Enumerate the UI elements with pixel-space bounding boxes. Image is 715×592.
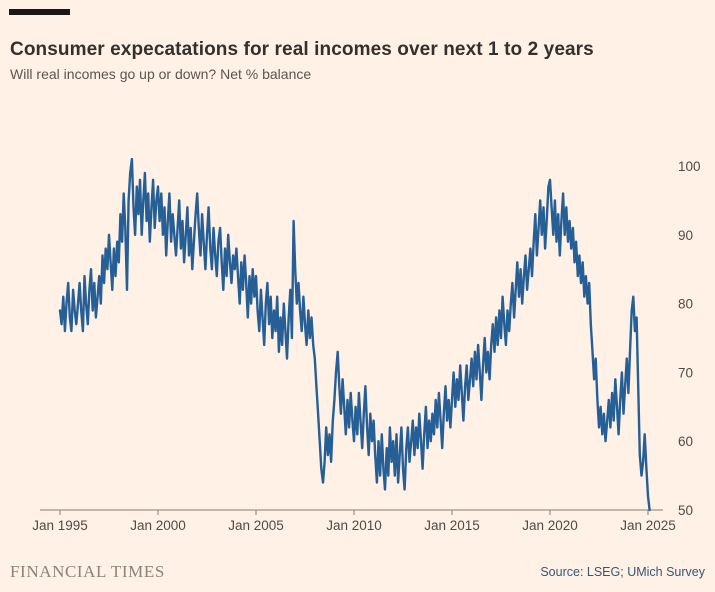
y-axis-labels: 50 60 70 80 90 100 (678, 159, 701, 518)
data-line-group (58, 157, 651, 512)
tick-label: Jan 2010 (326, 518, 382, 533)
tick-label: Jan 2025 (620, 518, 676, 533)
tick-label: 90 (678, 228, 693, 243)
tick-label: 80 (678, 297, 693, 312)
tick-label: Jan 2005 (228, 518, 284, 533)
accent-bar (9, 9, 70, 15)
tick-label: 50 (678, 503, 693, 518)
income-chart-svg: Jan 1995 Jan 2000 Jan 2005 Jan 2010 Jan 2015… (32, 157, 701, 533)
tick-label: Jan 2015 (424, 518, 480, 533)
chart-subtitle: Will real incomes go up or down? Net % b… (10, 66, 312, 82)
tick-label: 60 (678, 434, 693, 449)
x-axis: Jan 1995 Jan 2000 Jan 2005 Jan 2010 Jan 2015… (32, 509, 676, 533)
source-credit: Source: LSEG; UMich Survey (540, 565, 705, 579)
tick-label: 70 (678, 365, 693, 380)
ft-logo-text: FINANCIAL TIMES (10, 562, 165, 581)
tick-label: Jan 1995 (32, 518, 88, 533)
plot-area: Jan 1995 Jan 2000 Jan 2005 Jan 2010 Jan 2015… (0, 118, 715, 548)
tick-label: Jan 2000 (130, 518, 186, 533)
tick-label: 100 (678, 159, 701, 174)
tick-label: Jan 2020 (522, 518, 578, 533)
chart-title: Consumer expecatations for real incomes … (10, 38, 594, 60)
data-line (58, 157, 651, 512)
